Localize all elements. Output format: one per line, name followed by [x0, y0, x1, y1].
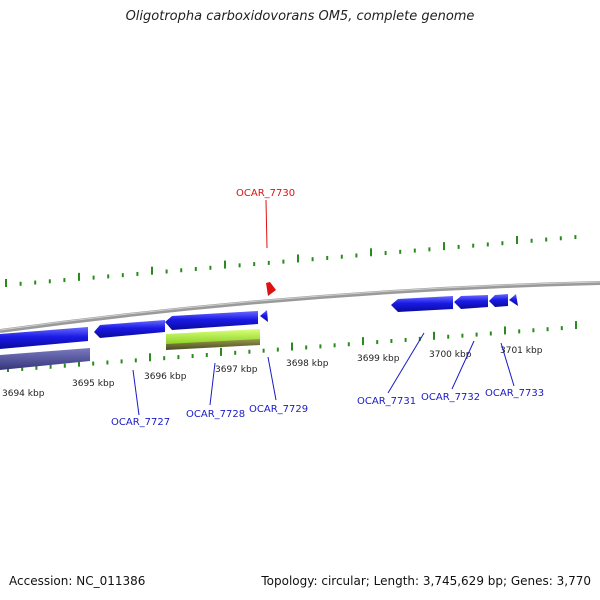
gene-arrow-left-edge[interactable] — [0, 327, 88, 349]
gene-label-ocar-7733[interactable]: OCAR_7733 — [485, 388, 544, 399]
map-title: Oligotropha carboxidovorans OM5, complet… — [125, 9, 475, 24]
kbp-label-3701: 3701 kbp — [500, 346, 543, 356]
gene-arrow-small[interactable] — [509, 294, 518, 306]
kbp-label-3700: 3700 kbp — [429, 350, 472, 360]
kbp-label-3698: 3698 kbp — [286, 359, 329, 369]
kbp-label-3696: 3696 kbp — [144, 372, 187, 382]
gene-arrow-ocar-7733[interactable] — [489, 294, 508, 307]
purple-feature-band — [0, 348, 90, 370]
kbp-label-3697: 3697 kbp — [215, 365, 258, 375]
kbp-labels: 3694 kbp 3695 kbp 3696 kbp 3697 kbp 3698… — [2, 346, 543, 399]
gene-arrow-ocar-7728[interactable] — [165, 311, 258, 330]
gene-arrow-ocar-7729[interactable] — [260, 310, 268, 322]
rna-feature-dark — [166, 339, 260, 350]
gene-label-ocar-7727[interactable]: OCAR_7727 — [111, 417, 170, 428]
gene-label-ocar-7728[interactable]: OCAR_7728 — [186, 409, 245, 420]
gene-label-ocar-7732[interactable]: OCAR_7732 — [421, 392, 480, 403]
kbp-label-3699: 3699 kbp — [357, 354, 400, 364]
kbp-label-3695: 3695 kbp — [72, 379, 115, 389]
inner-tick-row — [7, 321, 577, 372]
gene-label-ocar-7730[interactable]: OCAR_7730 — [236, 188, 295, 199]
kbp-label-3694: 3694 kbp — [2, 389, 45, 399]
gene-track — [0, 282, 518, 370]
topology-summary: Topology: circular; Length: 3,745,629 bp… — [261, 574, 591, 588]
gene-label-ocar-7729[interactable]: OCAR_7729 — [249, 404, 308, 415]
outer-tick-row — [5, 235, 577, 287]
gene-callouts: OCAR_7727 OCAR_7728 OCAR_7729 OCAR_7730 … — [111, 188, 544, 428]
gene-arrow-ocar-7732[interactable] — [454, 295, 488, 309]
gene-arrow-ocar-7727[interactable] — [94, 320, 165, 338]
gene-arrow-ocar-7730[interactable] — [266, 282, 276, 296]
gene-label-ocar-7731[interactable]: OCAR_7731 — [357, 396, 416, 407]
gene-arrow-ocar-7731[interactable] — [391, 296, 453, 312]
genome-backbone-highlight — [0, 281, 600, 331]
genome-backbone — [0, 281, 600, 333]
accession-text: Accession: NC_011386 — [9, 574, 146, 588]
